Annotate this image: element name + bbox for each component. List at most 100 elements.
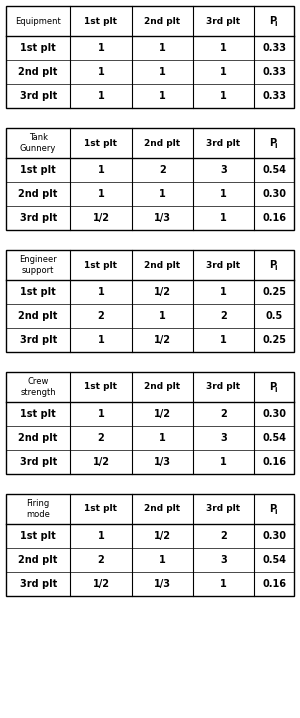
Text: 1: 1 <box>159 189 166 199</box>
Text: 1: 1 <box>220 335 227 345</box>
Text: Firing
mode: Firing mode <box>26 499 50 518</box>
Text: 1: 1 <box>98 43 104 53</box>
Text: i: i <box>275 508 277 515</box>
Text: i: i <box>275 387 277 393</box>
Text: 1: 1 <box>220 287 227 297</box>
Text: 0.5: 0.5 <box>266 311 283 321</box>
Text: 3rd plt: 3rd plt <box>20 579 57 589</box>
Text: 1st plt: 1st plt <box>20 287 56 297</box>
Text: P: P <box>269 504 276 514</box>
Text: i: i <box>275 265 277 271</box>
Text: 1: 1 <box>220 457 227 467</box>
Text: 2nd plt: 2nd plt <box>19 189 58 199</box>
Text: 0.54: 0.54 <box>262 555 286 565</box>
Text: 0.16: 0.16 <box>262 457 286 467</box>
Text: 3: 3 <box>220 433 227 443</box>
Text: 1: 1 <box>220 189 227 199</box>
Text: 2nd plt: 2nd plt <box>144 139 180 147</box>
Text: 1st plt: 1st plt <box>85 261 118 269</box>
Text: 2: 2 <box>98 433 104 443</box>
Text: 1: 1 <box>98 335 104 345</box>
Text: 2nd plt: 2nd plt <box>144 505 180 513</box>
Text: 0.33: 0.33 <box>262 43 286 53</box>
Text: 1/2: 1/2 <box>154 409 171 419</box>
Text: 1: 1 <box>159 91 166 101</box>
Text: Tank
Gunnery: Tank Gunnery <box>20 134 56 153</box>
Bar <box>6 372 294 474</box>
Text: 1: 1 <box>159 43 166 53</box>
Text: 1: 1 <box>159 67 166 77</box>
Text: 3rd plt: 3rd plt <box>206 383 241 391</box>
Text: 3: 3 <box>220 555 227 565</box>
Text: 0.33: 0.33 <box>262 67 286 77</box>
Text: 0.25: 0.25 <box>262 287 286 297</box>
Text: P: P <box>269 382 276 392</box>
Text: 1: 1 <box>98 531 104 541</box>
Text: 3rd plt: 3rd plt <box>206 261 241 269</box>
Text: 0.54: 0.54 <box>262 165 286 175</box>
Bar <box>6 250 294 352</box>
Text: P: P <box>269 16 276 26</box>
Text: 1st plt: 1st plt <box>85 383 118 391</box>
Text: 3rd plt: 3rd plt <box>20 335 57 345</box>
Text: P: P <box>269 260 276 270</box>
Text: 1: 1 <box>220 91 227 101</box>
Text: 2nd plt: 2nd plt <box>19 311 58 321</box>
Text: 1: 1 <box>98 91 104 101</box>
Text: 1/2: 1/2 <box>154 335 171 345</box>
Text: 1: 1 <box>159 311 166 321</box>
Text: 2: 2 <box>220 409 227 419</box>
Text: 2: 2 <box>220 531 227 541</box>
Text: 2: 2 <box>220 311 227 321</box>
Text: 3: 3 <box>220 165 227 175</box>
Text: 1: 1 <box>98 165 104 175</box>
Text: 1/2: 1/2 <box>154 531 171 541</box>
Text: 1/3: 1/3 <box>154 213 171 223</box>
Text: 0.54: 0.54 <box>262 433 286 443</box>
Text: 1: 1 <box>98 409 104 419</box>
Text: 3rd plt: 3rd plt <box>20 457 57 467</box>
Text: 1/2: 1/2 <box>154 287 171 297</box>
Text: 1st plt: 1st plt <box>85 505 118 513</box>
Text: 1: 1 <box>220 213 227 223</box>
Text: i: i <box>275 21 277 27</box>
Bar <box>6 6 294 108</box>
Text: 0.33: 0.33 <box>262 91 286 101</box>
Text: 1: 1 <box>220 579 227 589</box>
Text: 0.25: 0.25 <box>262 335 286 345</box>
Text: 2: 2 <box>159 165 166 175</box>
Text: 3rd plt: 3rd plt <box>206 17 241 26</box>
Text: 1: 1 <box>220 67 227 77</box>
Text: 1st plt: 1st plt <box>20 43 56 53</box>
Text: 2nd plt: 2nd plt <box>19 433 58 443</box>
Text: 2nd plt: 2nd plt <box>19 67 58 77</box>
Text: 1: 1 <box>220 43 227 53</box>
Text: 1: 1 <box>98 67 104 77</box>
Text: 1st plt: 1st plt <box>20 531 56 541</box>
Text: 2nd plt: 2nd plt <box>144 261 180 269</box>
Text: 1/3: 1/3 <box>154 579 171 589</box>
Text: 1: 1 <box>159 555 166 565</box>
Text: 0.16: 0.16 <box>262 579 286 589</box>
Text: 2nd plt: 2nd plt <box>144 17 180 26</box>
Text: 1/2: 1/2 <box>92 579 110 589</box>
Text: 1st plt: 1st plt <box>85 139 118 147</box>
Text: 1/2: 1/2 <box>92 457 110 467</box>
Text: 0.30: 0.30 <box>262 189 286 199</box>
Text: P: P <box>269 138 276 148</box>
Text: 3rd plt: 3rd plt <box>20 91 57 101</box>
Text: 1st plt: 1st plt <box>85 17 118 26</box>
Bar <box>6 128 294 230</box>
Text: 0.30: 0.30 <box>262 409 286 419</box>
Text: 2nd plt: 2nd plt <box>144 383 180 391</box>
Text: Crew
strength: Crew strength <box>20 377 56 397</box>
Text: 2nd plt: 2nd plt <box>19 555 58 565</box>
Text: 1: 1 <box>159 433 166 443</box>
Text: 1/2: 1/2 <box>92 213 110 223</box>
Text: 1: 1 <box>98 287 104 297</box>
Text: 2: 2 <box>98 555 104 565</box>
Text: 1/3: 1/3 <box>154 457 171 467</box>
Text: 1st plt: 1st plt <box>20 409 56 419</box>
Text: 0.30: 0.30 <box>262 531 286 541</box>
Text: 2: 2 <box>98 311 104 321</box>
